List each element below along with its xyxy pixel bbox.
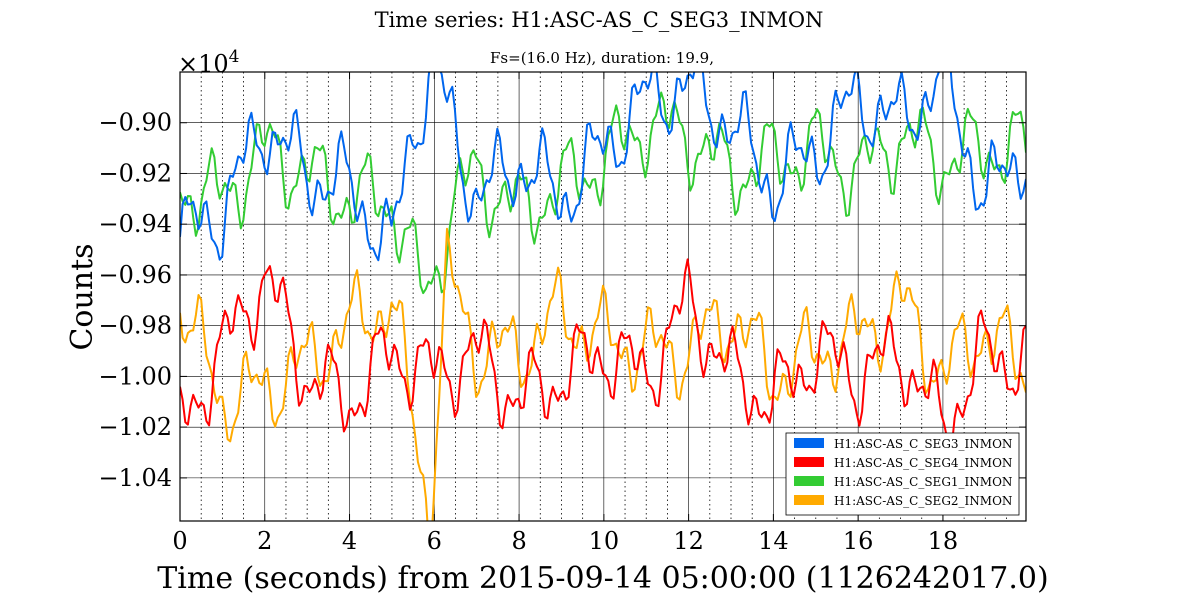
y-tick-label: −0.98 — [98, 312, 172, 340]
y-tick-label: −0.90 — [98, 109, 172, 137]
y-scale-label: ×104 — [178, 47, 239, 78]
y-axis-label: Counts — [65, 243, 100, 350]
x-axis: 0 2 4 6 8 10 12 14 16 18 — [172, 72, 958, 555]
plot-frame — [179, 71, 1027, 522]
y-scale-base: ×10 — [178, 50, 229, 78]
series-layer — [180, 72, 1026, 521]
legend-label: H1:ASC-AS_C_SEG2_INMON — [834, 494, 1012, 508]
legend-swatch — [794, 476, 824, 486]
x-tick-label: 16 — [843, 527, 874, 555]
y-scale-exponent: 4 — [229, 47, 240, 67]
y-tick-label: −0.96 — [98, 261, 172, 289]
x-tick-label: 10 — [589, 527, 620, 555]
chart-subtitle: Fs=(16.0 Hz), duration: 19.9, — [490, 49, 714, 67]
y-tick-label: −0.94 — [98, 210, 172, 238]
x-tick-label: 8 — [511, 527, 526, 555]
legend-label: H1:ASC-AS_C_SEG1_INMON — [834, 475, 1012, 489]
x-tick-label: 14 — [758, 527, 789, 555]
series-line — [180, 258, 1026, 453]
y-tick-label: −1.00 — [98, 362, 172, 390]
y-axis: −0.90 −0.92 −0.94 −0.96 −0.98 −1.00 −1.02 −1.04 — [98, 109, 1026, 492]
legend-swatch — [794, 438, 824, 448]
x-axis-label: Time (seconds) from 2015-09-14 05:00:00 … — [157, 561, 1048, 596]
legend-swatch — [794, 457, 824, 467]
y-tick-label: −1.04 — [98, 464, 172, 492]
x-tick-label: 4 — [342, 527, 357, 555]
series-line — [180, 91, 1026, 295]
x-tick-label: 0 — [172, 527, 187, 555]
x-tick-label: 6 — [427, 527, 442, 555]
major-grid — [180, 72, 1026, 521]
legend-label: H1:ASC-AS_C_SEG3_INMON — [834, 437, 1012, 451]
y-tick-label: −0.92 — [98, 159, 172, 187]
legend-box — [785, 432, 1020, 516]
x-tick-label: 18 — [928, 527, 959, 555]
legend: H1:ASC-AS_C_SEG3_INMON H1:ASC-AS_C_SEG4_I… — [785, 432, 1020, 516]
series-line — [180, 72, 1026, 262]
x-tick-label: 2 — [257, 527, 272, 555]
legend-label: H1:ASC-AS_C_SEG4_INMON — [834, 456, 1012, 470]
legend-swatch — [794, 495, 824, 505]
chart-title: Time series: H1:ASC-AS_C_SEG3_INMON — [375, 8, 824, 32]
y-tick-label: −1.02 — [98, 413, 172, 441]
x-tick-label: 12 — [673, 527, 704, 555]
